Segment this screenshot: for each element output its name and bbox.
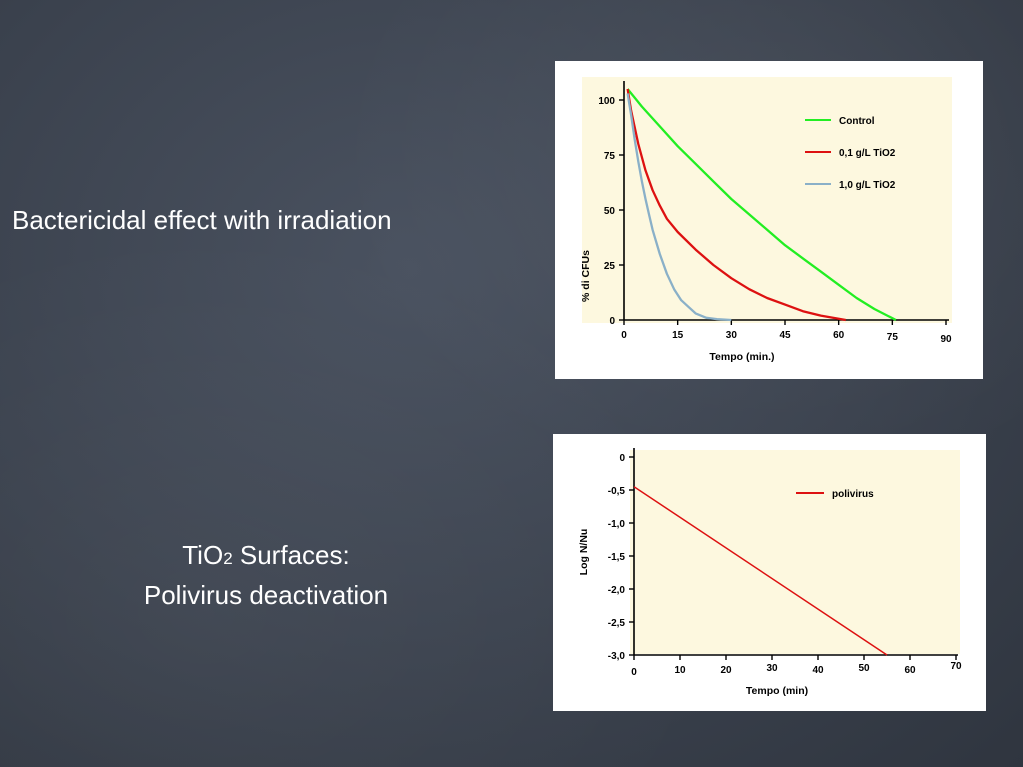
caption-polivirus: TiO2 Surfaces: Polivirus deactivation [100,537,432,613]
y-tick-label: -1,5 [608,552,626,563]
y-tick-label: 0 [609,316,615,327]
bactericidal-chart-svg: 0 25 50 75 100 0 15 30 45 60 75 90 Tempo (min.) % di … [580,77,952,363]
x-tick-label: 0 [621,330,627,341]
legend-label: Control [839,116,875,127]
y-tick-label: -2,5 [608,618,626,629]
x-tick-label: 70 [950,661,962,672]
x-tick-label: 15 [672,330,684,341]
y-tick-label: 25 [604,261,616,272]
caption-tio2-suffix: Surfaces: [232,540,350,570]
x-axis-label: Tempo (min.) [709,351,774,363]
y-tick-label: -1,0 [608,519,626,530]
x-axis-label: Tempo (min) [746,685,808,697]
plot-area [630,450,960,654]
x-tick-label: 50 [858,663,870,674]
series-line [626,88,846,322]
series-line [633,486,888,656]
x-tick-label: 45 [779,330,791,341]
y-tick-label: 0 [619,453,625,464]
x-tick-label: 90 [940,334,952,345]
caption-polivirus-line: Polivirus deactivation [143,580,389,610]
x-tick-label: 75 [887,332,899,343]
x-tick-label: 40 [812,665,824,676]
x-tick-label: 20 [720,665,732,676]
legend-label: 0,1 g/L TiO2 [839,148,896,159]
x-tick-label: 10 [674,665,686,676]
plot-area [582,77,952,323]
caption-tio2-prefix: TiO [182,540,224,570]
x-tick-label: 30 [726,330,738,341]
x-tick-label: 30 [766,663,778,674]
y-tick-label: -3,0 [608,651,626,662]
bactericidal-chart: 0 25 50 75 100 0 15 30 45 60 75 90 Tempo (min.) % di … [555,61,983,379]
y-tick-label: 75 [604,151,616,162]
y-tick-label: -0,5 [608,486,626,497]
y-tick-label: 100 [598,96,615,107]
legend-label: 1,0 g/L TiO2 [839,180,896,191]
y-axis-label: % di CFUs [580,250,592,302]
legend-label: polivirus [832,489,874,500]
caption-bactericidal-text: Bactericidal effect with irradiation [12,205,392,235]
x-tick-label: 0 [631,667,637,678]
caption-tio2-subscript: 2 [223,549,233,568]
series-line [626,88,897,322]
series-line [626,93,732,322]
polivirus-chart-svg: 0 -0,5 -1,0 -1,5 -2,0 -2,5 -3,0 0 10 20 30 40 50 60 70… [578,448,962,697]
y-tick-label: 50 [604,206,616,217]
caption-tio2-line: TiO2 Surfaces: [100,537,432,577]
x-tick-label: 60 [904,665,916,676]
caption-bactericidal: Bactericidal effect with irradiation [12,202,392,238]
y-axis-label: Log N/Nu [578,529,590,576]
polivirus-chart: 0 -0,5 -1,0 -1,5 -2,0 -2,5 -3,0 0 10 20 30 40 50 60 70… [553,434,986,711]
y-tick-label: -2,0 [608,585,626,596]
x-tick-label: 60 [833,330,845,341]
